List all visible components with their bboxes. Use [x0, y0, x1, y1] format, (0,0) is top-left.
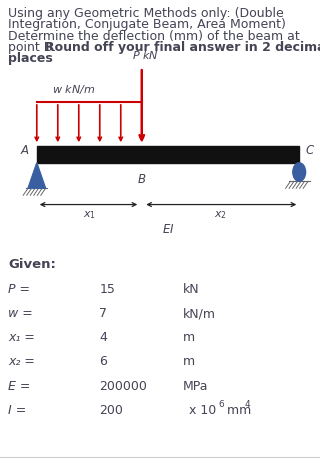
Text: 200000: 200000	[99, 379, 147, 392]
Text: w =: w =	[8, 307, 33, 319]
Text: m: m	[182, 331, 195, 344]
Text: 15: 15	[99, 282, 115, 295]
Text: kN: kN	[182, 282, 199, 295]
Text: point B.: point B.	[8, 41, 60, 54]
Text: C: C	[306, 144, 314, 157]
Text: MPa: MPa	[182, 379, 208, 392]
Text: $x_1$: $x_1$	[83, 209, 96, 220]
Text: kN/m: kN/m	[182, 307, 215, 319]
Text: x 10: x 10	[189, 403, 216, 416]
Text: E =: E =	[8, 379, 30, 392]
FancyBboxPatch shape	[37, 147, 299, 163]
Text: A: A	[21, 144, 29, 157]
Text: I =: I =	[8, 403, 26, 416]
Text: 7: 7	[99, 307, 107, 319]
Polygon shape	[28, 163, 46, 189]
Text: 6: 6	[219, 399, 224, 408]
Text: B: B	[138, 173, 146, 186]
Text: $EI$: $EI$	[162, 223, 174, 236]
Text: 4: 4	[99, 331, 107, 344]
Circle shape	[293, 163, 306, 182]
Text: Round off your final answer in 2 decimal: Round off your final answer in 2 decimal	[45, 41, 320, 54]
Text: Integration, Conjugate Beam, Area Moment): Integration, Conjugate Beam, Area Moment…	[8, 18, 286, 31]
Text: x₁ =: x₁ =	[8, 331, 35, 344]
Text: m: m	[182, 355, 195, 368]
Text: x₂ =: x₂ =	[8, 355, 35, 368]
Text: places: places	[8, 51, 53, 64]
Text: $w$ kN/m: $w$ kN/m	[52, 83, 95, 96]
Text: P =: P =	[8, 282, 30, 295]
Text: 4: 4	[244, 399, 250, 408]
Text: Determine the deflection (mm) of the beam at: Determine the deflection (mm) of the bea…	[8, 30, 300, 43]
Text: 6: 6	[99, 355, 107, 368]
Text: $x_2$: $x_2$	[214, 209, 227, 220]
Text: 200: 200	[99, 403, 123, 416]
Text: $P$ kN: $P$ kN	[132, 49, 158, 61]
Text: Using any Geometric Methods only: (Double: Using any Geometric Methods only: (Doubl…	[8, 7, 284, 20]
Text: Given:: Given:	[8, 257, 56, 270]
Text: mm: mm	[223, 403, 252, 416]
